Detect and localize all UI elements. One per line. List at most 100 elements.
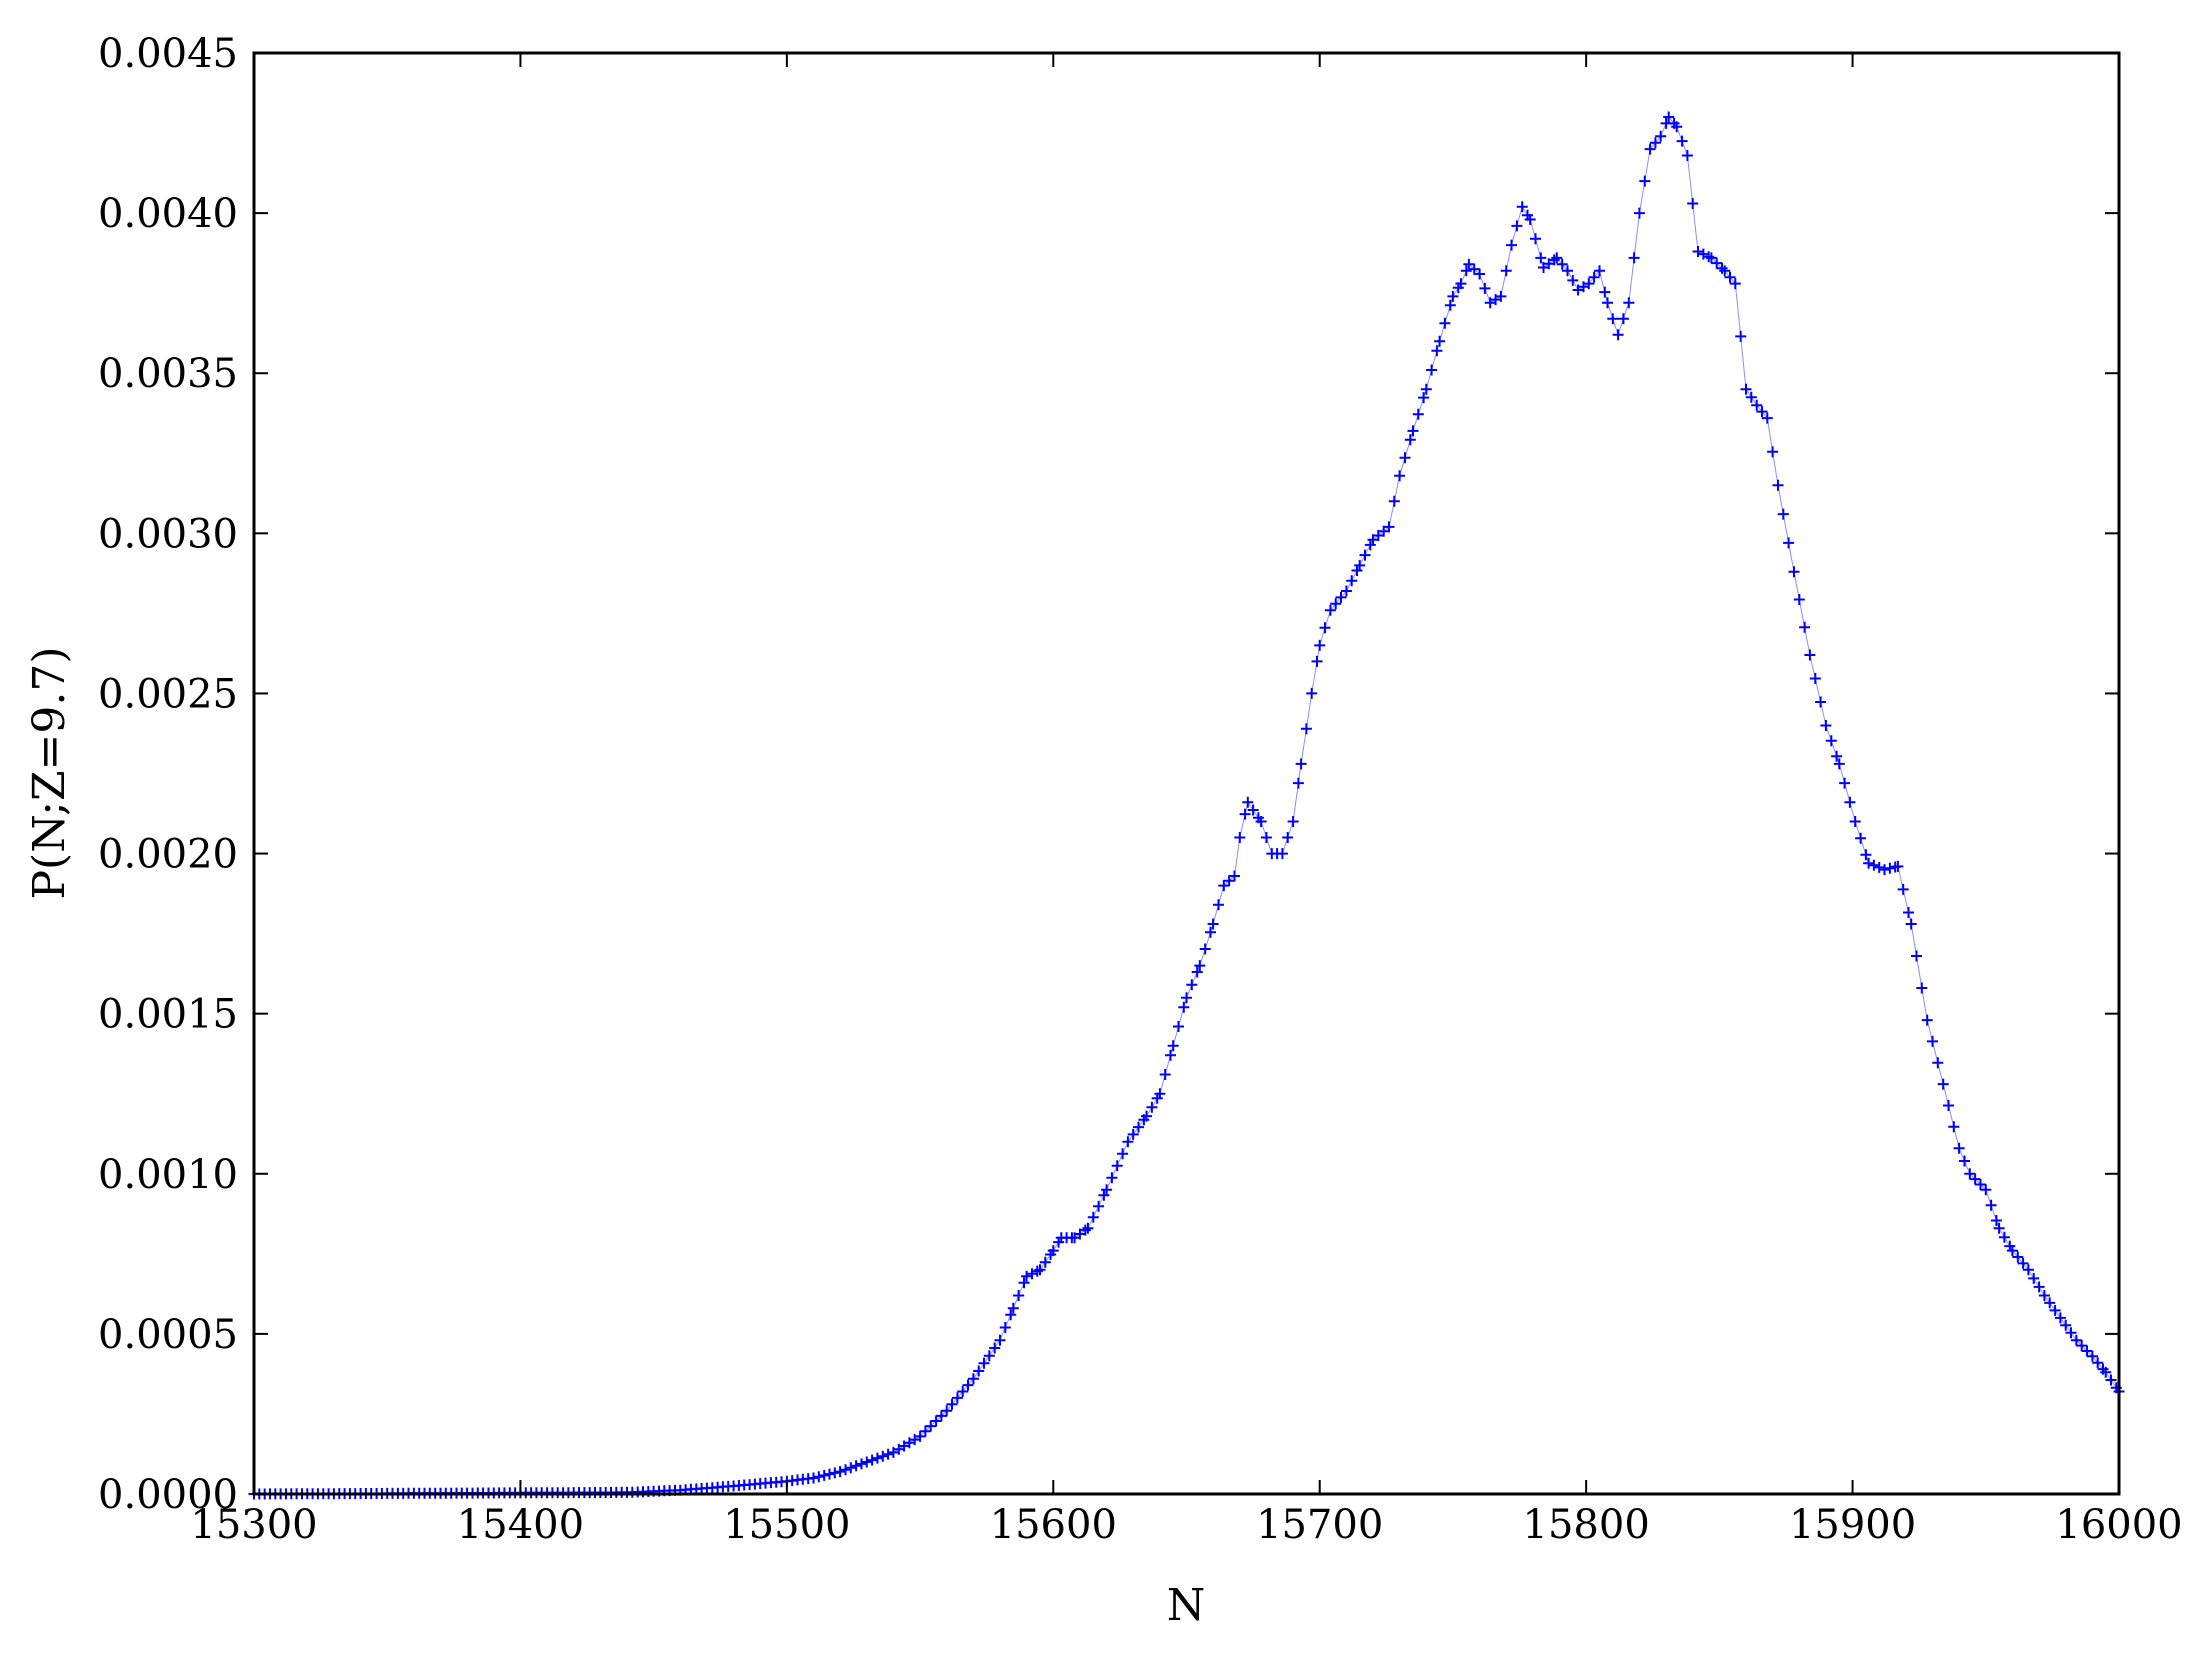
data-point <box>818 1469 830 1481</box>
data-point <box>1141 1110 1152 1122</box>
data-point <box>1783 537 1795 549</box>
data-point <box>1969 1173 1981 1185</box>
data-point <box>1447 290 1459 302</box>
data-point <box>1793 594 1805 605</box>
data-point <box>978 1357 990 1369</box>
data-point <box>1993 1222 2005 1234</box>
data-point <box>1404 434 1416 446</box>
data-point <box>1364 539 1376 551</box>
data-point <box>1820 720 1832 731</box>
data-point <box>850 1460 862 1472</box>
data-point <box>989 1342 1001 1354</box>
x-tick-label: 15600 <box>990 1502 1117 1548</box>
data-point <box>1703 251 1715 263</box>
data-point <box>1607 313 1619 325</box>
data-point <box>1418 392 1430 404</box>
data-point <box>1825 735 1837 747</box>
data-point <box>1884 862 1896 874</box>
data-point <box>1346 575 1358 587</box>
data-point <box>1407 425 1419 437</box>
y-tick-label: 0.0015 <box>98 992 238 1038</box>
data-point <box>1809 673 1821 684</box>
data-point <box>1351 565 1363 576</box>
data-point <box>1314 639 1326 651</box>
data-point <box>1849 816 1861 827</box>
data-point <box>1167 1040 1179 1052</box>
data-point <box>1335 591 1347 603</box>
data-point <box>2105 1374 2117 1386</box>
data-point <box>1223 875 1235 887</box>
data-point <box>1154 1088 1166 1100</box>
data-point <box>1687 198 1699 209</box>
data-point <box>935 1410 947 1422</box>
data-point <box>1500 265 1512 277</box>
data-point <box>1178 1001 1190 1013</box>
data-point <box>2044 1297 2056 1309</box>
data-point <box>1426 364 1438 376</box>
data-point <box>1439 317 1451 329</box>
plot-frame <box>252 51 2121 1496</box>
data-point <box>925 1420 937 1432</box>
data-point <box>1772 479 1784 491</box>
data-point <box>1506 239 1517 251</box>
x-tick-label: 15800 <box>1523 1502 1650 1548</box>
data-point <box>1735 330 1747 342</box>
data-point <box>1524 214 1536 225</box>
data-point <box>1530 233 1541 245</box>
data-point <box>1319 622 1331 634</box>
series-line <box>254 116 2120 1495</box>
data-point <box>1034 1264 1046 1276</box>
x-tick-label: 15300 <box>190 1502 317 1548</box>
data-point <box>967 1373 979 1385</box>
data-point <box>1535 252 1547 264</box>
data-point <box>1602 297 1613 309</box>
data-point <box>1005 1309 1017 1321</box>
data-point <box>1788 566 1800 578</box>
data-point <box>1205 926 1216 938</box>
data-point <box>919 1425 931 1437</box>
data-point <box>1990 1215 2002 1226</box>
data-point <box>1311 655 1323 667</box>
data-point <box>1905 918 1917 930</box>
data-point <box>2086 1350 2098 1362</box>
data-point <box>1495 290 1507 302</box>
data-point <box>1751 399 1763 411</box>
data-point <box>1031 1265 1043 1277</box>
data-point <box>1292 777 1304 789</box>
data-point <box>930 1415 942 1427</box>
data-point <box>1260 832 1272 843</box>
data-point <box>1276 848 1288 860</box>
y-tick-label: 0.0030 <box>98 511 238 557</box>
data-point <box>1463 258 1475 270</box>
data-point <box>1359 549 1371 561</box>
data-point <box>1431 345 1443 357</box>
data-point <box>1460 265 1472 277</box>
data-point <box>1911 950 1922 962</box>
data-point <box>1194 960 1206 972</box>
data-point <box>962 1379 974 1391</box>
data-point <box>1468 263 1480 275</box>
data-point <box>1082 1222 1094 1234</box>
data-point <box>1927 1035 1938 1047</box>
data-point <box>1588 271 1600 283</box>
y-axis-label: P(N;Z=9.7) <box>24 646 75 899</box>
data-point <box>1594 265 1605 277</box>
data-point <box>1354 559 1366 571</box>
data-point <box>840 1464 851 1476</box>
data-point <box>1213 899 1224 911</box>
data-point <box>2076 1340 2088 1352</box>
y-tick-label: 0.0020 <box>98 832 238 878</box>
data-point <box>882 1448 894 1460</box>
data-point <box>1644 143 1656 155</box>
data-point <box>1079 1224 1091 1236</box>
data-point <box>1117 1148 1129 1160</box>
data-point <box>1165 1049 1176 1061</box>
data-point <box>1420 383 1432 395</box>
data-point <box>1567 274 1579 286</box>
data-point <box>866 1454 878 1466</box>
y-tick-label: 0.0025 <box>98 671 238 717</box>
data-point <box>1551 252 1563 264</box>
data-point <box>1873 861 1885 873</box>
data-point <box>1729 278 1741 290</box>
